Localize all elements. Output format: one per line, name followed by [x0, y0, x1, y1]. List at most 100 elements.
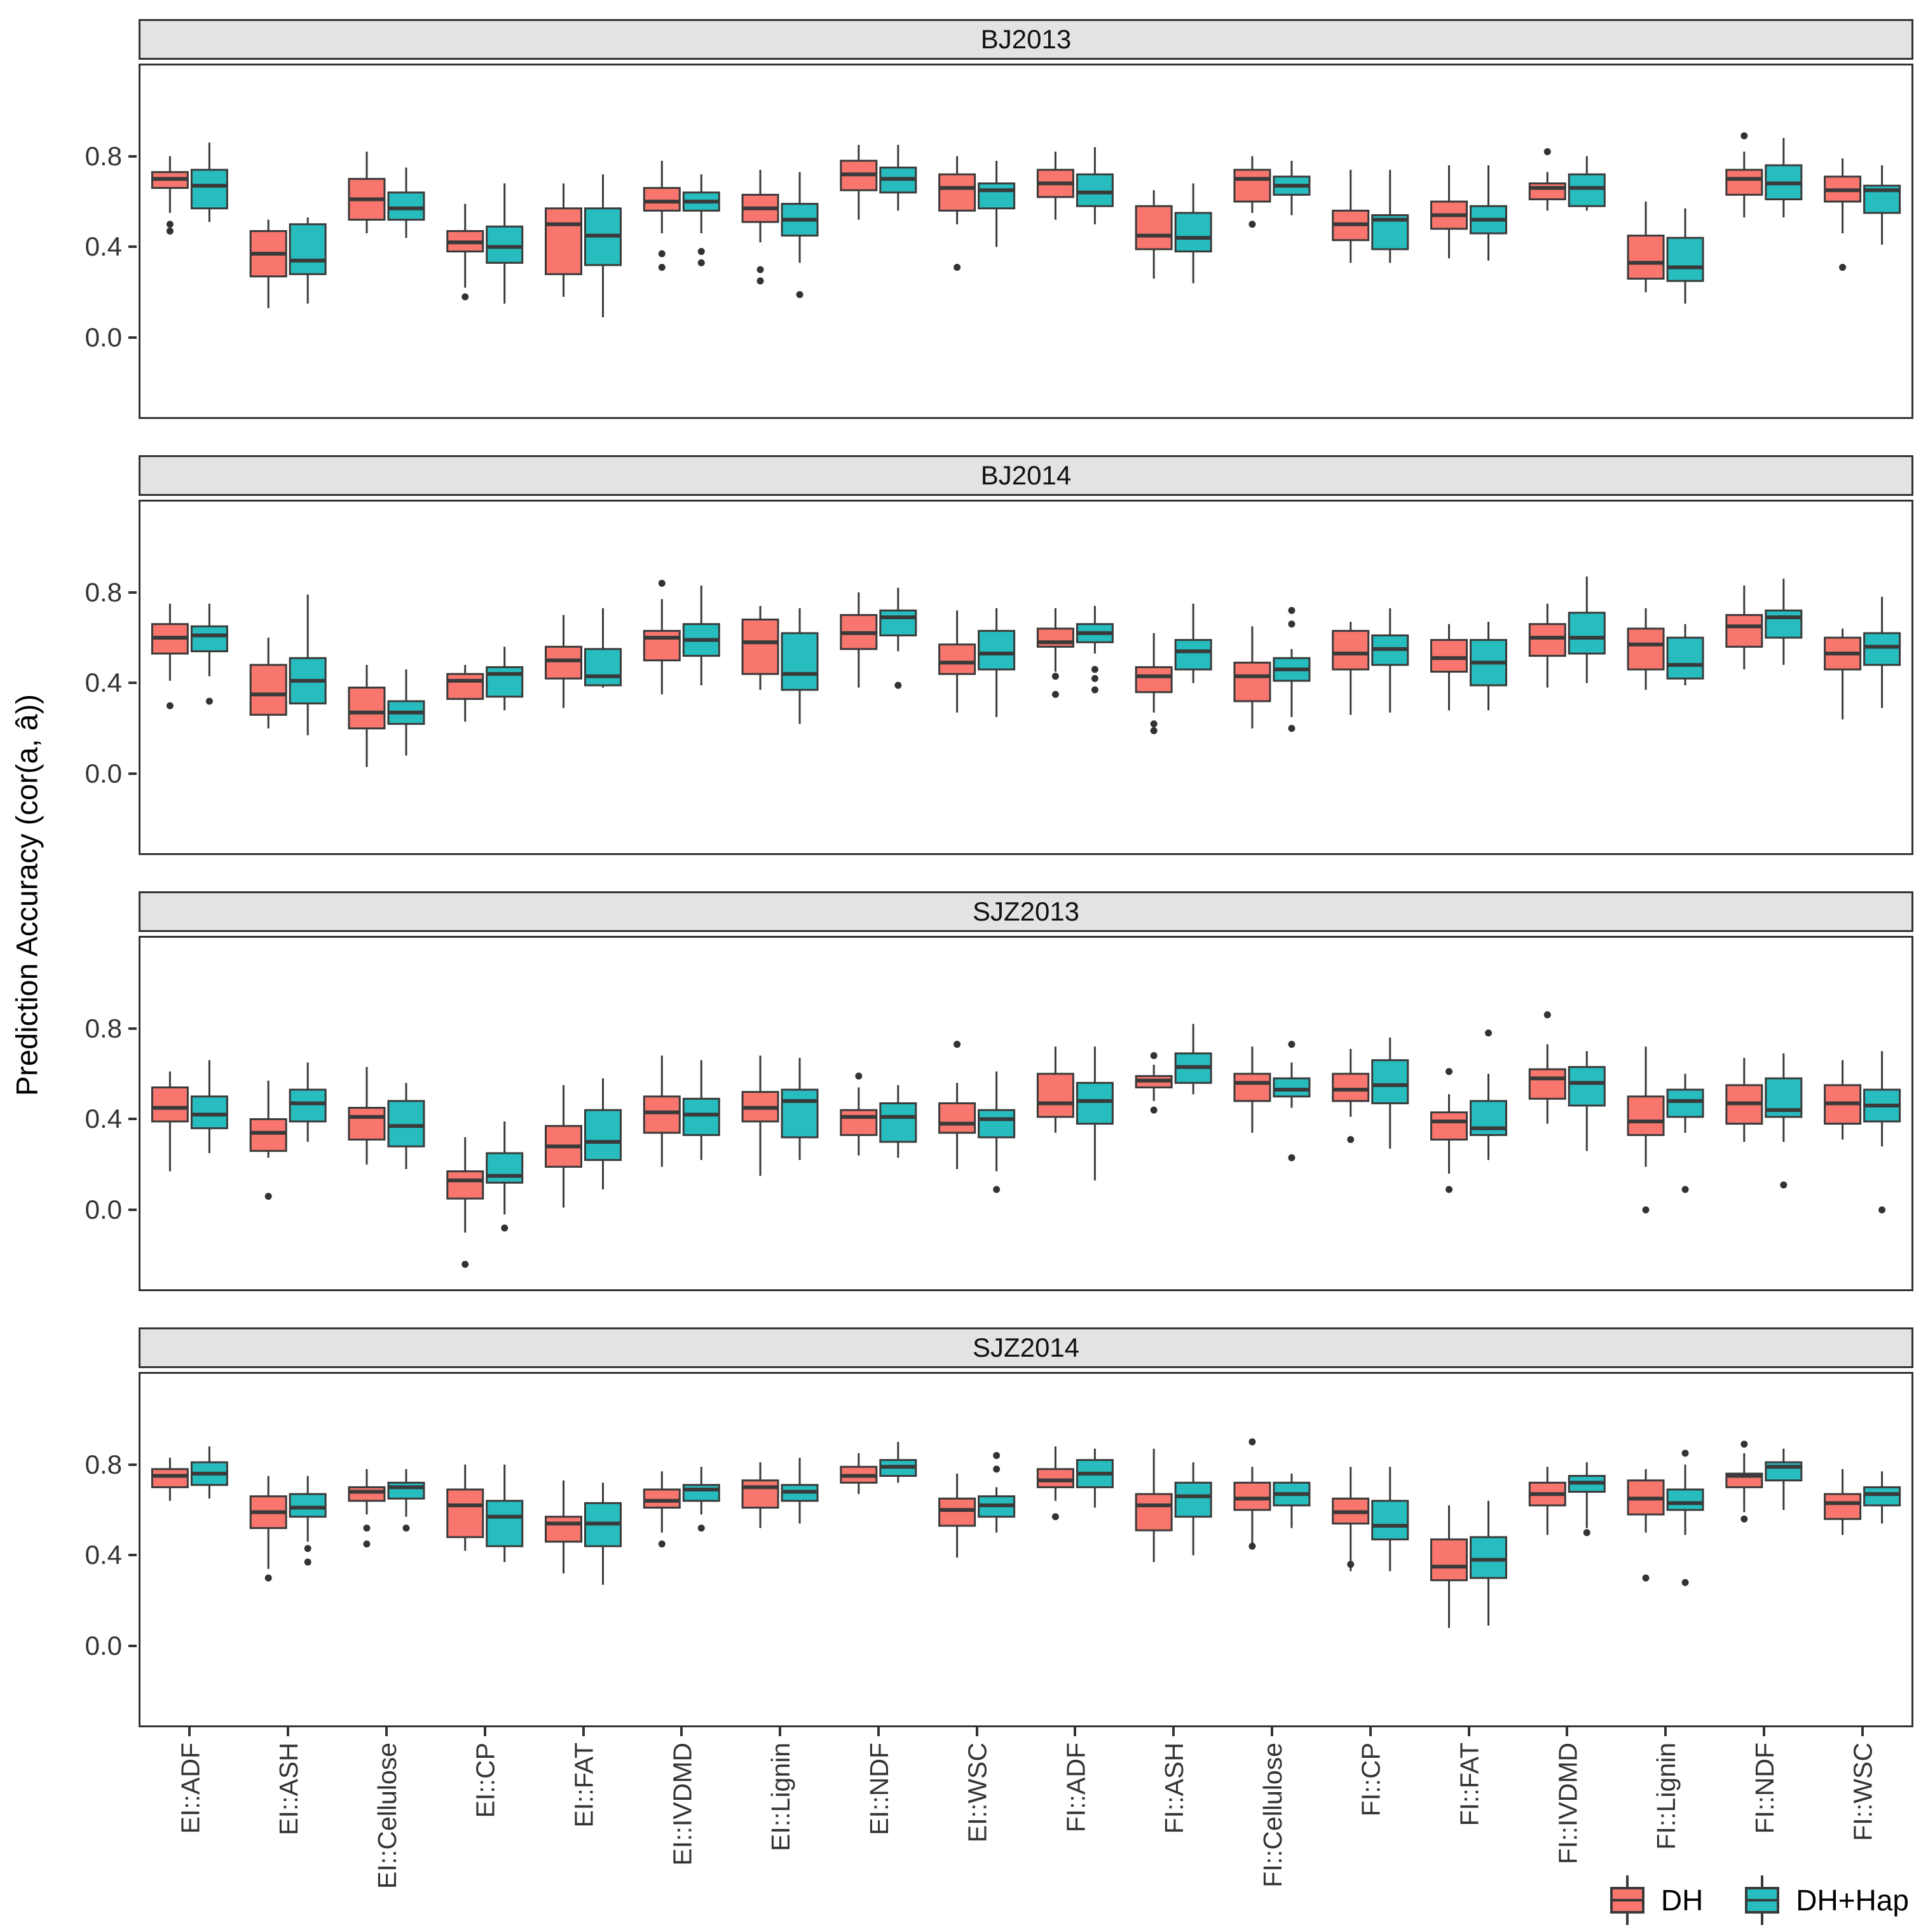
outlier-dot: [264, 1574, 272, 1582]
outlier-dot: [756, 266, 764, 273]
x-tick-mark: [1369, 1727, 1372, 1736]
facet-plot-1: [139, 64, 1913, 419]
box: [584, 648, 622, 687]
box: [190, 1095, 228, 1130]
outlier-dot: [658, 250, 666, 257]
outlier-dot: [1288, 1041, 1296, 1048]
x-tick-mark: [1074, 1727, 1077, 1736]
box: [486, 1500, 524, 1547]
box: [643, 1488, 681, 1509]
x-tick-label: FI::IVDMD: [1553, 1743, 1582, 1864]
x-tick-label: FI::NDF: [1750, 1743, 1779, 1833]
outlier-dot: [304, 1545, 311, 1552]
box: [1233, 1481, 1271, 1511]
outlier-dot: [1642, 1206, 1650, 1214]
facet-strip-4: SJZ2014: [139, 1327, 1913, 1368]
box: [545, 207, 582, 275]
y-tick-label: 0.8: [85, 140, 122, 171]
box: [1174, 639, 1212, 671]
x-tick-label: EI::WSC: [963, 1743, 992, 1842]
box: [741, 619, 779, 675]
x-tick-mark: [1566, 1727, 1569, 1736]
legend: DH DH+Hap: [1606, 1873, 1909, 1928]
box: [1174, 212, 1212, 253]
outlier-dot: [993, 1186, 1001, 1193]
box: [781, 632, 819, 691]
outlier-dot: [1347, 1561, 1355, 1568]
outlier-dot: [166, 227, 174, 235]
outlier-dot: [1288, 725, 1296, 732]
x-tick-mark: [779, 1727, 782, 1736]
x-tick-label: EI::FAT: [570, 1743, 599, 1828]
outlier-dot: [1288, 606, 1296, 614]
box: [289, 1493, 327, 1518]
box: [249, 664, 287, 716]
boxplot-canvas-4: [151, 1438, 1901, 1628]
box: [1666, 1088, 1704, 1118]
outlier-dot: [1543, 1011, 1551, 1018]
box: [1470, 1536, 1507, 1579]
outlier-dot: [658, 1540, 666, 1548]
x-tick-mark: [975, 1727, 978, 1736]
box: [1824, 1493, 1862, 1520]
outlier-dot: [1288, 620, 1296, 628]
x-tick-mark: [1270, 1727, 1273, 1736]
box: [1174, 1481, 1212, 1518]
box: [1528, 1068, 1566, 1100]
box: [1430, 639, 1468, 673]
outlier-dot: [402, 1524, 410, 1532]
outlier-dot: [1051, 690, 1059, 698]
facet-plot-4: [139, 1372, 1913, 1727]
outlier-dot: [993, 1451, 1001, 1459]
y-tick-mark: [128, 772, 137, 776]
y-tick-label: 0.4: [85, 1540, 122, 1570]
outlier-dot: [461, 1261, 469, 1268]
y-tick-label: 0.4: [85, 668, 122, 698]
x-tick-mark: [1861, 1727, 1864, 1736]
y-tick-mark: [128, 154, 137, 158]
box: [1627, 235, 1665, 280]
facet-plot-2: [139, 500, 1913, 855]
box: [1371, 1059, 1409, 1104]
facet-title-1: BJ2013: [980, 24, 1072, 54]
outlier-dot: [264, 1193, 272, 1200]
x-tick-mark: [680, 1727, 683, 1736]
box: [545, 1516, 582, 1543]
boxplot-canvas-2: [151, 576, 1901, 767]
box: [348, 1486, 386, 1502]
y-tick-label: 0.0: [85, 758, 122, 789]
box: [190, 625, 228, 652]
outlier-dot: [501, 1224, 509, 1232]
outlier-dot: [1740, 132, 1748, 140]
facet-title-2: BJ2014: [980, 460, 1072, 490]
outlier-dot: [855, 1072, 863, 1080]
box: [938, 1102, 976, 1134]
box: [1135, 205, 1173, 250]
outlier-dot: [993, 1465, 1001, 1473]
box: [1627, 1095, 1665, 1136]
box: [387, 1481, 425, 1500]
box: [682, 1097, 720, 1136]
box: [584, 1109, 622, 1161]
x-tick-label: EI::IVDMD: [667, 1743, 697, 1866]
x-tick-label: EI::Cellulose: [373, 1743, 402, 1889]
y-tick-mark: [128, 1209, 137, 1212]
x-tick-label: FI::CP: [1357, 1743, 1386, 1816]
x-tick-mark: [287, 1727, 290, 1736]
box: [348, 687, 386, 730]
box: [1273, 1077, 1311, 1098]
box: [1430, 1111, 1468, 1141]
outlier-dot: [796, 291, 803, 298]
box: [781, 1088, 819, 1139]
box: [486, 666, 524, 698]
legend-key-dh-hap-icon: [1745, 1875, 1780, 1925]
box: [879, 609, 917, 636]
x-tick-label: FI::ADF: [1061, 1743, 1090, 1832]
outlier-dot: [461, 293, 469, 301]
y-tick-mark: [128, 1027, 137, 1030]
box: [978, 1109, 1016, 1139]
legend-key-dh-icon: [1610, 1875, 1644, 1925]
outlier-dot: [894, 682, 902, 689]
facet-strip-1: BJ2013: [139, 19, 1913, 60]
